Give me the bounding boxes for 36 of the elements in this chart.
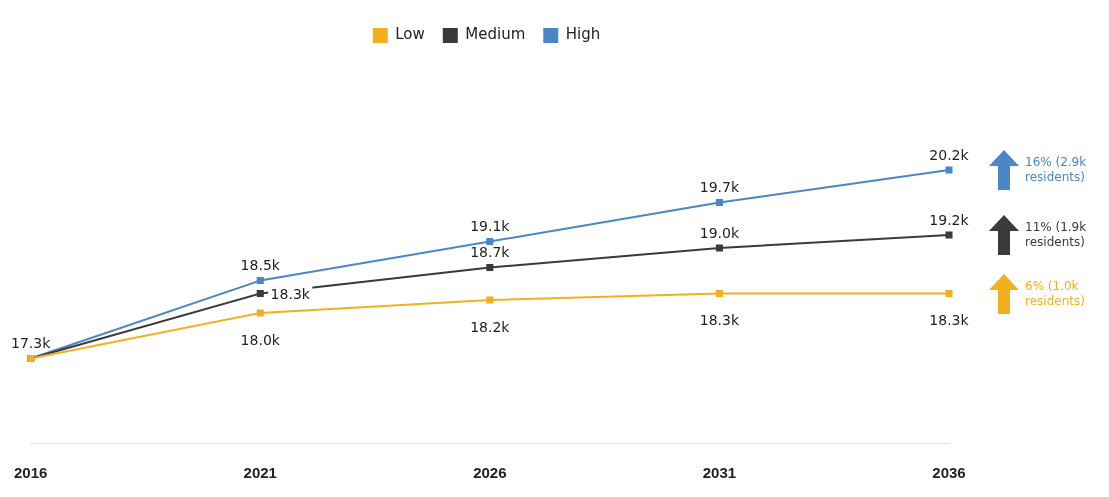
x-tick-label: 2016 — [14, 464, 48, 482]
x-tick-label: 2036 — [932, 464, 966, 482]
legend-label: High — [565, 25, 601, 44]
point — [715, 244, 723, 252]
point — [715, 198, 723, 207]
legend-label: Medium — [465, 25, 526, 44]
data-label: 18.7k — [470, 244, 511, 261]
point — [486, 296, 494, 304]
data-label: 18.3k — [270, 286, 311, 303]
data-label: 19.0k — [699, 224, 740, 241]
data-label: 18.3k — [699, 312, 740, 329]
legend-label: Low — [395, 25, 425, 44]
point — [256, 309, 264, 317]
data-label: 18.0k — [240, 331, 281, 348]
data-label: 19.1k — [470, 218, 511, 235]
annotation: 16% (2.9k residents) — [1025, 155, 1088, 185]
data-label: 20.2k — [929, 146, 970, 163]
point — [256, 289, 264, 298]
point — [486, 237, 494, 246]
point — [945, 289, 953, 298]
point — [945, 231, 953, 239]
annotation: 6% (1.0k residents) — [1025, 278, 1086, 309]
point — [486, 263, 494, 272]
data-label: 18.3k — [929, 312, 970, 329]
data-label: 17.3k — [11, 335, 52, 352]
data-label: 19.2k — [929, 211, 970, 228]
data-label: 19.7k — [699, 179, 740, 196]
point — [945, 166, 953, 174]
data-label: 18.2k — [470, 318, 511, 335]
x-tick-label: 2031 — [702, 464, 737, 482]
point — [715, 289, 723, 298]
x-tick-label: 2026 — [473, 464, 507, 482]
annotation: 11% (1.9k residents) — [1025, 220, 1088, 250]
data-label: 18.5k — [240, 257, 281, 274]
point — [256, 276, 264, 285]
x-tick-label: 2021 — [243, 464, 277, 482]
